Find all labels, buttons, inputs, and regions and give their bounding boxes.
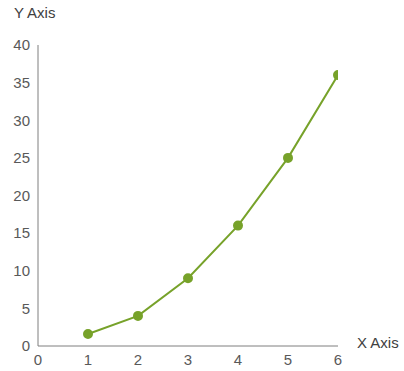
svg-text:0: 0 <box>34 351 42 368</box>
svg-text:5: 5 <box>22 300 30 317</box>
svg-text:5: 5 <box>284 351 292 368</box>
html-text:Y Axis: Y Axis <box>14 4 56 21</box>
svg-text:25: 25 <box>13 149 30 166</box>
svg-text:35: 35 <box>13 74 30 91</box>
svg-text:3: 3 <box>184 351 192 368</box>
svg-text:0: 0 <box>22 337 30 354</box>
svg-text:30: 30 <box>13 112 30 129</box>
svg-text:15: 15 <box>13 224 30 241</box>
svg-text:20: 20 <box>13 187 30 204</box>
svg-text:4: 4 <box>234 351 242 368</box>
svg-text:2: 2 <box>134 351 142 368</box>
html-text:X Axis: X Axis <box>357 334 399 351</box>
svg-text:40: 40 <box>13 36 30 53</box>
svg-text:6: 6 <box>334 351 342 368</box>
svg-text:10: 10 <box>13 262 30 279</box>
svg-text:1: 1 <box>84 351 92 368</box>
